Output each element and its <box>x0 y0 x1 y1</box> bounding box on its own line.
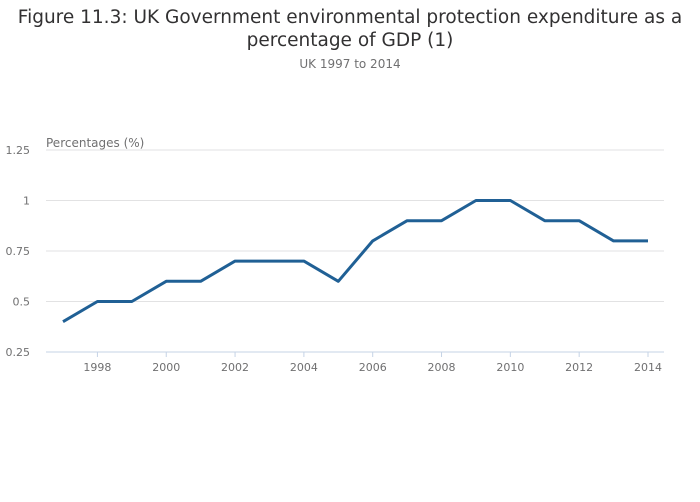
y-axis-label: Percentages (%) <box>46 136 144 150</box>
x-tick-label: 2000 <box>152 361 180 374</box>
x-tick-label: 2008 <box>428 361 456 374</box>
y-tick-label: 1.25 <box>6 144 31 157</box>
chart-subtitle: UK 1997 to 2014 <box>299 57 401 71</box>
y-tick-label: 0.5 <box>13 296 31 309</box>
gridlines <box>46 149 664 302</box>
x-tick-label: 2010 <box>496 361 524 374</box>
y-tick-label: 0.75 <box>6 245 31 258</box>
x-tick-label: 2014 <box>634 361 662 374</box>
x-tick-label: 1998 <box>83 361 111 374</box>
y-tick-label: 0.25 <box>6 346 31 359</box>
series-line[interactable] <box>62 199 648 323</box>
series-group <box>62 199 648 323</box>
x-tick-label: 2006 <box>359 361 387 374</box>
x-tick-label: 2004 <box>290 361 318 374</box>
y-tick-label: 1 <box>23 195 30 208</box>
y-axis-ticks: 0.25 0.5 0.75 1 1.25 <box>6 144 31 359</box>
x-tick-label: 2002 <box>221 361 249 374</box>
x-axis-ticks: 1998 2000 2002 2004 2006 2008 2010 2012 2014 <box>83 352 662 374</box>
x-tick-label: 2012 <box>565 361 593 374</box>
chart-title: Figure 11.3: UK Government environmental… <box>17 7 683 51</box>
